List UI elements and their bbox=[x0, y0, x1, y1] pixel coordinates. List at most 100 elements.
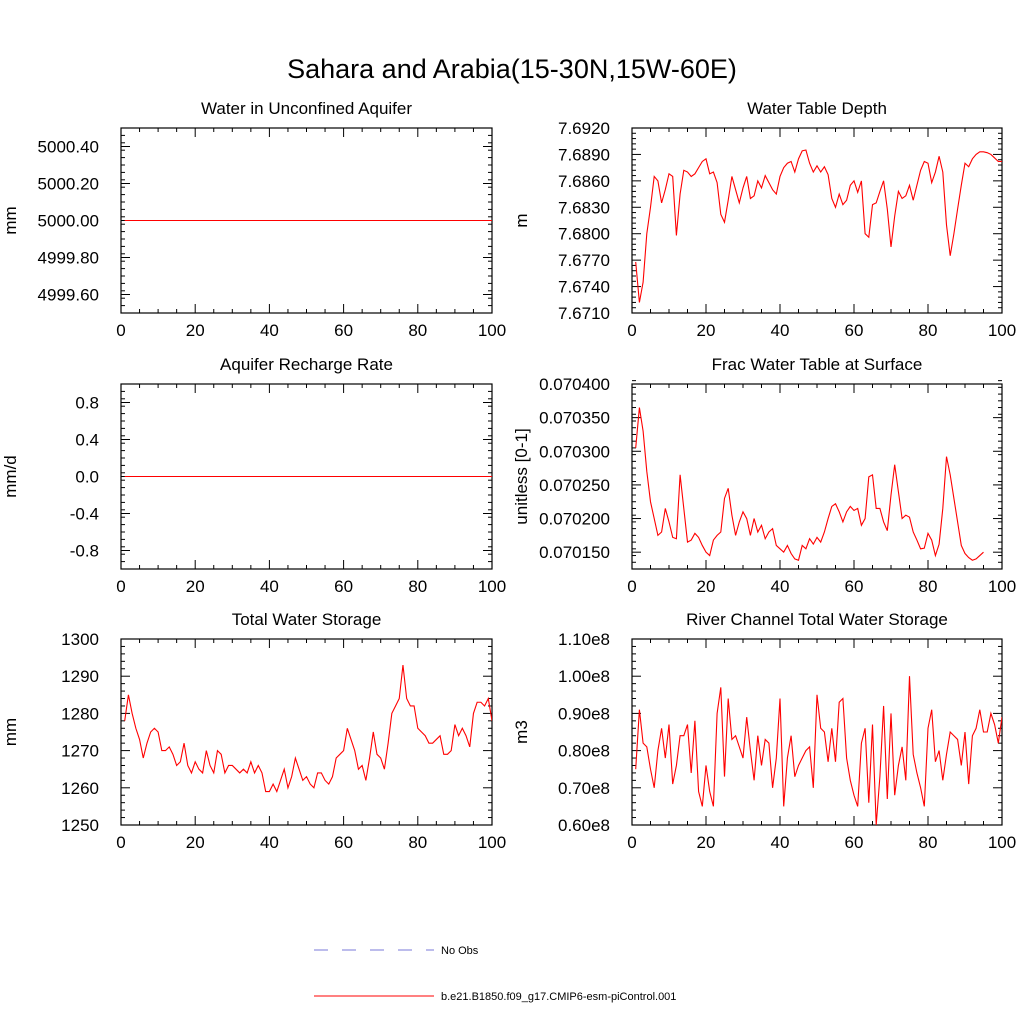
y-tick-label: 0.0 bbox=[75, 468, 99, 487]
series-line-1 bbox=[635, 407, 984, 561]
x-tick-label: 0 bbox=[627, 321, 636, 340]
x-tick-label: 40 bbox=[260, 833, 279, 852]
x-tick-label: 0 bbox=[116, 321, 125, 340]
y-tick-label: 5000.40 bbox=[38, 138, 99, 157]
chart-title: Water in Unconfined Aquifer bbox=[201, 99, 412, 118]
y-tick-label: 0.070200 bbox=[539, 510, 610, 529]
y-tick-label: 7.6860 bbox=[558, 172, 610, 191]
x-tick-label: 60 bbox=[334, 833, 353, 852]
legend: No Obs b.e21.B1850.f09_g17.CMIP6-esm-piC… bbox=[314, 945, 676, 1003]
y-tick-label: 1280 bbox=[61, 704, 99, 723]
y-tick-label: 4999.80 bbox=[38, 249, 99, 268]
x-tick-label: 20 bbox=[186, 577, 205, 596]
y-tick-label: 1260 bbox=[61, 779, 99, 798]
y-tick-label: 5000.00 bbox=[38, 212, 99, 231]
x-tick-label: 60 bbox=[845, 577, 864, 596]
chart-panel-2: Water Table Depth m 0 20 40 60 80 100 7.6710 7.67… bbox=[512, 99, 1016, 340]
x-tick-label: 80 bbox=[408, 833, 427, 852]
series-line-1 bbox=[635, 149, 1002, 303]
x-tick-label: 80 bbox=[919, 833, 938, 852]
y-tick-label: 0.070150 bbox=[539, 543, 610, 562]
x-tick-label: 80 bbox=[408, 577, 427, 596]
series-line-1 bbox=[124, 664, 492, 793]
y-tick-label: 0.070300 bbox=[539, 442, 610, 461]
y-axis-label: m bbox=[512, 213, 531, 227]
x-tick-label: 80 bbox=[408, 321, 427, 340]
y-tick-label: 0.070350 bbox=[539, 409, 610, 428]
chart-title: Water Table Depth bbox=[747, 99, 887, 118]
x-tick-label: 100 bbox=[478, 577, 506, 596]
series-line-1 bbox=[635, 676, 1002, 825]
y-tick-label: 4999.60 bbox=[38, 286, 99, 305]
x-tick-label: 100 bbox=[988, 321, 1016, 340]
y-tick-label: 0.60e8 bbox=[558, 816, 610, 835]
x-tick-label: 0 bbox=[627, 577, 636, 596]
x-tick-label: 0 bbox=[116, 577, 125, 596]
chart-panel-4: Frac Water Table at Surface unitless [0-1… bbox=[512, 355, 1016, 596]
legend-model-label: b.e21.B1850.f09_g17.CMIP6-esm-piControl.… bbox=[441, 991, 676, 1003]
x-tick-label: 60 bbox=[845, 833, 864, 852]
y-axis-label: unitless [0-1] bbox=[512, 428, 531, 524]
x-tick-label: 20 bbox=[697, 577, 716, 596]
x-tick-label: 40 bbox=[260, 321, 279, 340]
x-tick-label: 40 bbox=[260, 577, 279, 596]
y-tick-label: 0.90e8 bbox=[558, 704, 610, 723]
figure-title: Sahara and Arabia(15-30N,15W-60E) bbox=[287, 54, 737, 84]
x-tick-label: 20 bbox=[697, 833, 716, 852]
y-tick-label: 7.6740 bbox=[558, 278, 610, 297]
y-tick-label: 0.070250 bbox=[539, 476, 610, 495]
y-tick-label: 1250 bbox=[61, 816, 99, 835]
x-tick-label: 20 bbox=[186, 833, 205, 852]
y-tick-label: 0.8 bbox=[75, 394, 99, 413]
y-tick-label: 7.6890 bbox=[558, 145, 610, 164]
y-axis-label: mm bbox=[1, 206, 20, 234]
y-axis-label: m3 bbox=[512, 720, 531, 744]
y-tick-label: 1.00e8 bbox=[558, 667, 610, 686]
y-tick-label: -0.8 bbox=[70, 542, 99, 561]
x-tick-label: 100 bbox=[478, 833, 506, 852]
x-tick-label: 60 bbox=[334, 577, 353, 596]
y-axis-label: mm bbox=[1, 718, 20, 746]
y-tick-label: 7.6920 bbox=[558, 119, 610, 138]
y-tick-label: 1.10e8 bbox=[558, 630, 610, 649]
x-tick-label: 100 bbox=[478, 321, 506, 340]
x-tick-label: 100 bbox=[988, 577, 1016, 596]
y-tick-label: 0.70e8 bbox=[558, 779, 610, 798]
chart-title: Frac Water Table at Surface bbox=[712, 355, 923, 374]
x-tick-label: 40 bbox=[771, 321, 790, 340]
legend-obs-label: No Obs bbox=[441, 945, 479, 957]
y-tick-label: 7.6800 bbox=[558, 225, 610, 244]
x-tick-label: 60 bbox=[845, 321, 864, 340]
x-tick-label: 40 bbox=[771, 833, 790, 852]
y-tick-label: 7.6770 bbox=[558, 251, 610, 270]
y-tick-label: -0.4 bbox=[70, 505, 99, 524]
plot-frame bbox=[631, 638, 1003, 826]
x-tick-label: 80 bbox=[919, 321, 938, 340]
chart-title: Aquifer Recharge Rate bbox=[220, 355, 393, 374]
y-tick-label: 1290 bbox=[61, 667, 99, 686]
chart-title: Total Water Storage bbox=[232, 610, 382, 629]
y-tick-label: 7.6710 bbox=[558, 304, 610, 323]
chart-panel-5: Total Water Storage mm 0 20 40 60 80 100 1250 126… bbox=[1, 610, 506, 852]
y-tick-label: 1270 bbox=[61, 742, 99, 761]
x-tick-label: 100 bbox=[988, 833, 1016, 852]
chart-panel-6: River Channel Total Water Storage m3 0 20 40… bbox=[512, 610, 1016, 852]
plot-frame bbox=[120, 638, 493, 826]
x-tick-label: 0 bbox=[116, 833, 125, 852]
y-tick-label: 5000.20 bbox=[38, 175, 99, 194]
y-tick-label: 0.80e8 bbox=[558, 742, 610, 761]
panels: Water in Unconfined Aquifer mm 0 20 40 60 80 10… bbox=[1, 99, 1016, 852]
y-tick-label: 0.070400 bbox=[539, 375, 610, 394]
x-tick-label: 0 bbox=[627, 833, 636, 852]
y-axis-label: mm/d bbox=[1, 455, 20, 498]
x-tick-label: 20 bbox=[697, 321, 716, 340]
x-tick-label: 80 bbox=[919, 577, 938, 596]
y-tick-label: 7.6830 bbox=[558, 198, 610, 217]
chart-title: River Channel Total Water Storage bbox=[686, 610, 948, 629]
y-tick-label: 0.4 bbox=[75, 431, 99, 450]
x-tick-label: 20 bbox=[186, 321, 205, 340]
y-tick-label: 1300 bbox=[61, 630, 99, 649]
chart-panel-3: Aquifer Recharge Rate mm/d 0 20 40 60 80 100 -0.… bbox=[1, 355, 506, 596]
